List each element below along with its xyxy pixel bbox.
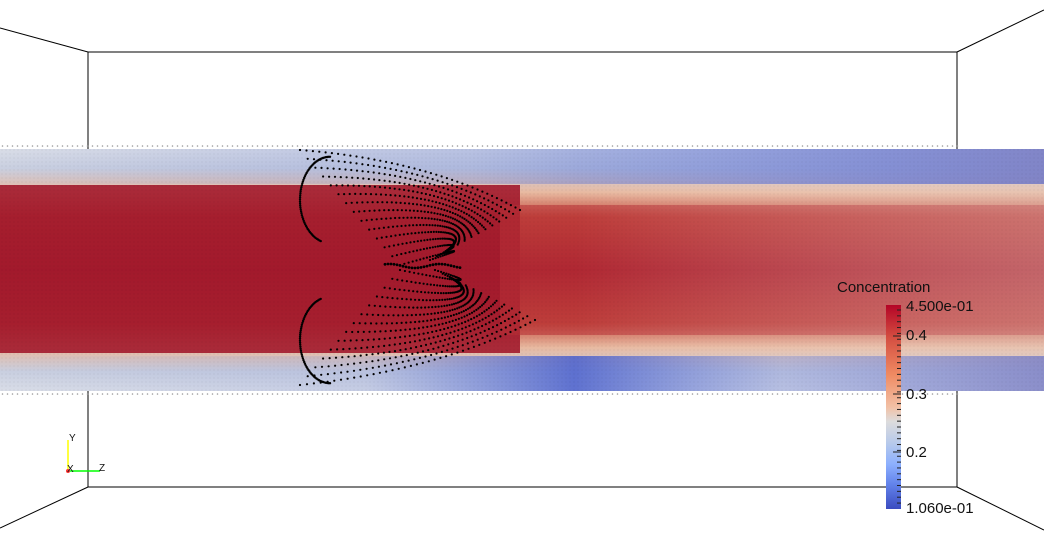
- leaflet-point-cloud: [298, 148, 537, 387]
- x-axis-point: [66, 469, 70, 473]
- orientation-axes: [66, 440, 100, 473]
- concentration-field: [0, 143, 1044, 397]
